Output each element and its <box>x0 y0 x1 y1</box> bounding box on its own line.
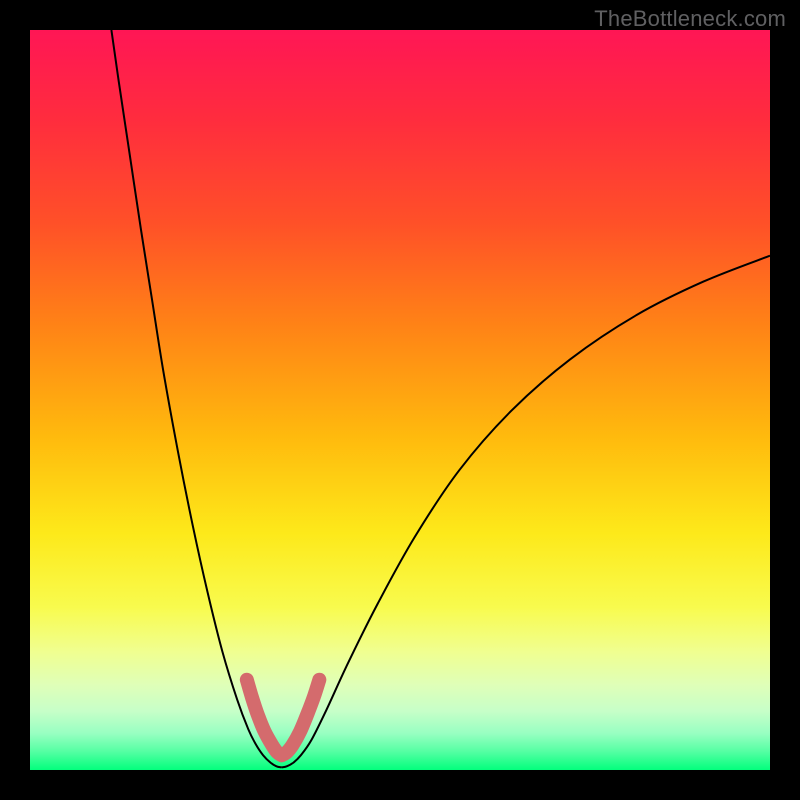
overlay-curve-left <box>247 680 282 755</box>
main-curve-right <box>282 256 770 768</box>
watermark-text: TheBottleneck.com <box>594 6 786 32</box>
plot-area <box>30 30 770 770</box>
overlay-curve-right <box>282 680 320 755</box>
curves-layer <box>30 30 770 770</box>
canvas-frame: TheBottleneck.com <box>0 0 800 800</box>
main-curve-left <box>111 30 281 767</box>
